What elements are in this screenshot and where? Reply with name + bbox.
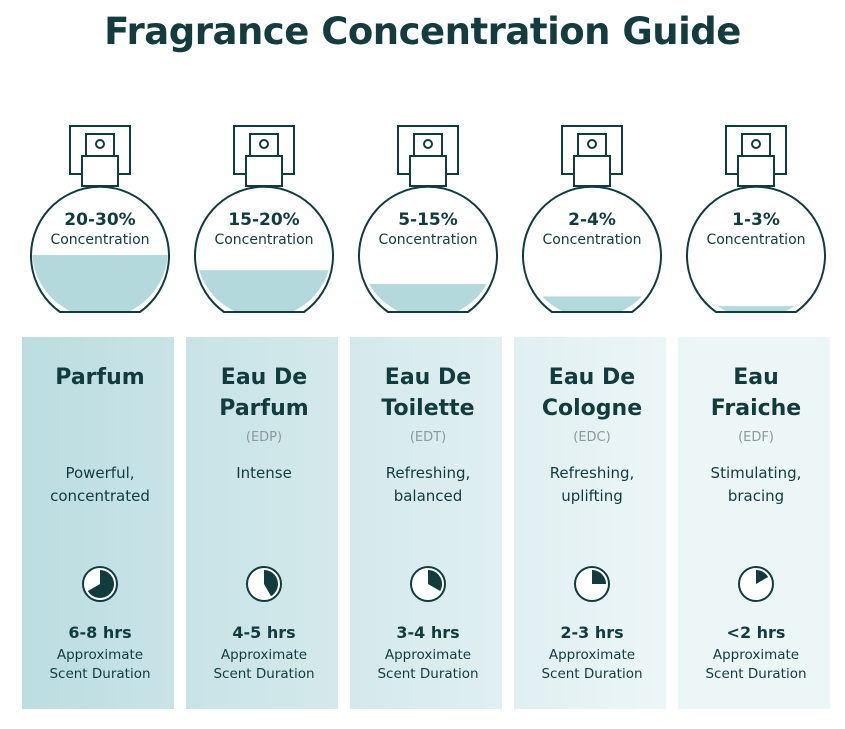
liquid-fill	[360, 284, 496, 313]
concentration-label: Concentration	[378, 232, 478, 248]
concentration-percent: 15-20%	[228, 210, 300, 230]
column-0: 20-30% Concentration Parfum Powerful, con…	[20, 0, 180, 729]
bottle-icon	[194, 125, 334, 313]
column-2: 5-15% Concentration Eau De Toilette (EDT)…	[348, 0, 508, 729]
fragrance-description: Intense	[236, 464, 292, 482]
panel-bg	[678, 337, 830, 709]
duration-hours: 2-3 hrs	[560, 623, 624, 642]
fragrance-name: Parfum	[55, 365, 145, 390]
fragrance-abbr: (EDC)	[573, 430, 611, 445]
fragrance-name: Eau De Cologne	[541, 365, 643, 421]
fragrance-description: Powerful, concentrated	[50, 464, 150, 505]
bottle-icon	[522, 125, 662, 313]
fragrance-description: Refreshing, uplifting	[549, 464, 635, 505]
fragrance-abbr: (EDP)	[245, 430, 283, 445]
clock-icon	[574, 566, 610, 602]
column-3: 2-4% Concentration Eau De Cologne (EDC) R…	[512, 0, 672, 729]
panel-bg	[514, 337, 666, 709]
panel-bg	[350, 337, 502, 709]
clock-icon	[246, 566, 282, 602]
panel-bg	[22, 337, 174, 709]
concentration-label: Concentration	[214, 232, 314, 248]
duration-label: Approximate Scent Duration	[49, 647, 151, 682]
clock-fill	[264, 570, 278, 597]
concentration-percent: 5-15%	[398, 210, 458, 230]
page-title: Fragrance Concentration Guide	[104, 10, 741, 53]
panel-bg	[186, 337, 338, 709]
duration-label: Approximate Scent Duration	[541, 647, 643, 682]
duration-label: Approximate Scent Duration	[213, 647, 315, 682]
fragrance-abbr: (EDF)	[738, 430, 774, 445]
bottle-icon	[686, 125, 826, 313]
concentration-label: Concentration	[542, 232, 642, 248]
concentration-percent: 1-3%	[732, 210, 780, 230]
fragrance-name: Eau De Parfum	[219, 365, 309, 421]
bottle-icon	[30, 125, 170, 313]
concentration-percent: 2-4%	[568, 210, 616, 230]
fragrance-name: Eau De Toilette	[381, 365, 475, 421]
concentration-label: Concentration	[706, 232, 806, 248]
column-4: 1-3% Concentration Eau Fraiche (EDF) Stim…	[676, 0, 836, 729]
liquid-fill	[688, 306, 824, 313]
clock-fill	[756, 570, 769, 584]
clock-icon	[82, 566, 118, 602]
duration-hours: 4-5 hrs	[232, 623, 296, 642]
clock-fill	[592, 570, 606, 584]
clock-icon	[738, 566, 774, 602]
fragrance-description: Refreshing, balanced	[385, 464, 471, 505]
duration-hours: 3-4 hrs	[396, 623, 460, 642]
duration-hours: <2 hrs	[726, 623, 786, 642]
clock-icon	[410, 566, 446, 602]
duration-label: Approximate Scent Duration	[377, 647, 479, 682]
clock-fill	[87, 570, 114, 598]
concentration-label: Concentration	[50, 232, 150, 248]
liquid-fill	[524, 296, 660, 313]
bottle-icon	[358, 125, 498, 313]
concentration-percent: 20-30%	[64, 210, 136, 230]
clock-fill	[428, 570, 442, 591]
fragrance-name: Eau Fraiche	[710, 365, 802, 421]
liquid-fill	[196, 270, 332, 313]
fragrance-description: Stimulating, bracing	[710, 464, 802, 505]
duration-hours: 6-8 hrs	[68, 623, 132, 642]
liquid-fill	[32, 255, 168, 313]
duration-label: Approximate Scent Duration	[705, 647, 807, 682]
fragrance-abbr: (EDT)	[409, 430, 447, 445]
column-1: 15-20% Concentration Eau De Parfum (EDP) …	[184, 0, 344, 729]
